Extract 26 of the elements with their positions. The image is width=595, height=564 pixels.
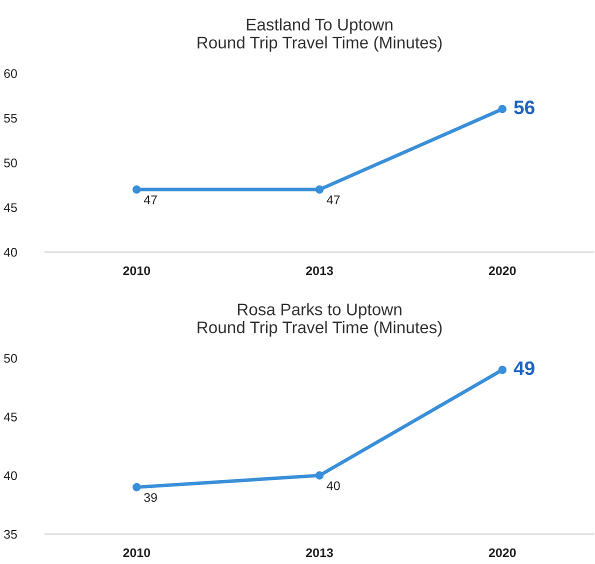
data-label: 39 xyxy=(144,493,157,502)
chart-title: Eastland To Uptown Round Trip Travel Time (Minutes) xyxy=(198,18,442,52)
data-label: 49 xyxy=(514,361,534,376)
y-tick-label: 40 xyxy=(4,248,17,257)
data-label: 40 xyxy=(326,481,340,490)
x-tick-label: 2020 xyxy=(488,266,516,276)
y-tick-label: 55 xyxy=(4,114,17,123)
y-tick-label: 60 xyxy=(4,69,17,78)
x-tick-label: 2010 xyxy=(123,548,150,558)
y-tick-label: 50 xyxy=(4,354,17,363)
y-tick-label: 40 xyxy=(4,471,17,480)
y-tick-label: 50 xyxy=(4,158,17,168)
y-tick-label: 45 xyxy=(4,203,17,212)
x-tick-label: 2013 xyxy=(306,266,333,276)
data-label: 47 xyxy=(326,196,340,204)
x-tick-label: 2010 xyxy=(123,266,150,276)
x-tick-label: 2013 xyxy=(306,548,333,558)
y-tick-label: 45 xyxy=(4,412,17,422)
point xyxy=(315,471,324,480)
data-label: 47 xyxy=(144,196,157,204)
data-label: 56 xyxy=(514,100,534,114)
point xyxy=(132,483,141,492)
chart-title: Rosa Parks to Uptown Round Trip Travel Time (Minutes) xyxy=(198,303,442,337)
point xyxy=(498,366,507,374)
x-tick-label: 2020 xyxy=(488,548,516,558)
y-tick-label: 35 xyxy=(4,530,17,539)
